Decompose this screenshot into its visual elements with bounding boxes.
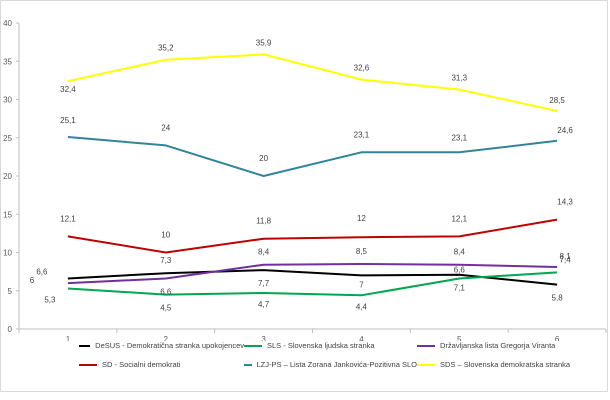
data-label: 4,7 [258,300,270,309]
data-label: 8,4 [258,248,270,257]
data-label: 8,4 [454,248,466,257]
data-labels: 6,67,37,7 7 7,15,85,34,5 4,7 4,46,67,466,68,… [30,38,574,312]
legend-label: SLS - Slovenska ljudska stranka [267,341,375,350]
data-label: 7,3 [160,256,172,265]
legend-item-3: Državljanska lista Gregorja Viranta [417,341,599,350]
data-label: 23,1 [354,130,370,139]
series-line-1 [67,269,558,286]
data-label: 12 [357,214,366,223]
data-label: 11,8 [256,217,272,226]
data-label: 4,5 [160,304,172,313]
legend-label: DeSUS - Demokratična stranka upokojencev [95,341,244,350]
chart-frame: 0 5 10 15 20 25 30 35 40 1 2 3 4 5 6 6,6 7,3 7,7 7 7,1 5,8 5… [0,0,608,392]
data-label: 31,3 [451,74,467,83]
data-label: 32,6 [354,64,370,73]
data-label: 8,1 [560,252,572,261]
data-label: 6,6 [36,268,48,277]
data-label: 23,1 [451,133,467,142]
legend-label: SDS – Slovenska demokratska stranka [440,360,571,369]
legend-label: LZJ-PS – Lista Zorana Jankovića-Pozitivn… [256,360,418,369]
data-label: 24 [161,123,170,132]
data-label: 6 [30,276,35,285]
data-label: 6,6 [160,288,172,297]
series-line-2 [67,271,558,297]
y-tick-label: 30 [3,96,12,105]
data-label: 35,9 [256,38,272,47]
y-tick-label: 0 [8,325,13,334]
x-tick-label: 1 [66,335,71,341]
data-label: 20 [259,154,268,163]
data-label: 25,1 [60,116,76,125]
y-tick-label: 10 [3,249,12,258]
y-tick-label: 35 [3,57,12,66]
data-label: 14,3 [557,198,573,207]
legend-swatch [244,363,252,366]
x-tick-label: 4 [359,335,364,341]
legend-swatch [417,363,435,366]
legend-item-6: SDS – Slovenska demokratska stranka [417,360,599,369]
x-tick-label: 6 [555,335,560,341]
legend-swatch [79,344,91,347]
data-label: 8,5 [356,247,368,256]
x-tick-label: 5 [457,335,462,341]
legend-swatch [244,344,262,347]
data-label: 5,3 [44,295,56,304]
data-label: 7 [359,280,364,289]
data-label: 32,4 [60,85,76,94]
series-line-3 [67,263,558,285]
data-label: 7,4 [560,255,572,264]
legend-item-4: SD - Socialni demokrati [79,360,244,369]
data-label: 7,1 [454,284,466,293]
y-tick-label: 25 [3,134,12,143]
legend-swatch [417,344,435,347]
data-label: 7,7 [258,279,270,288]
data-label: 24,6 [557,126,573,135]
data-label: 35,2 [158,44,174,53]
y-tick-label: 5 [8,287,13,296]
data-label: 4,4 [356,302,368,311]
series-lines [67,53,558,297]
legend-item-5: LZJ-PS – Lista Zorana Jankovića-Pozitivn… [244,360,417,369]
series-line-5 [67,136,558,177]
legend-item-1: DeSUS - Demokratična stranka upokojencev [79,341,244,350]
y-tick-label: 40 [3,19,12,28]
data-label: 6,6 [454,266,466,275]
legend-label: SD - Socialni demokrati [102,360,181,369]
y-tick-label: 20 [3,172,12,181]
data-label: 10 [161,231,170,240]
chart-legend: DeSUS - Demokratična stranka upokojencev… [79,341,599,369]
y-tick-label: 15 [3,210,12,219]
legend-swatch [79,363,97,366]
series-line-4 [67,218,558,254]
legend-item-2: SLS - Slovenska ljudska stranka [244,341,417,350]
x-tick-label: 2 [164,335,169,341]
data-label: 28,5 [549,96,565,105]
data-label: 5,8 [552,294,564,303]
data-label: 12,1 [451,214,467,223]
data-label: 12,1 [60,214,76,223]
legend-label: Državljanska lista Gregorja Viranta [440,341,556,350]
series-line-6 [67,53,558,112]
x-tick-label: 3 [261,335,266,341]
